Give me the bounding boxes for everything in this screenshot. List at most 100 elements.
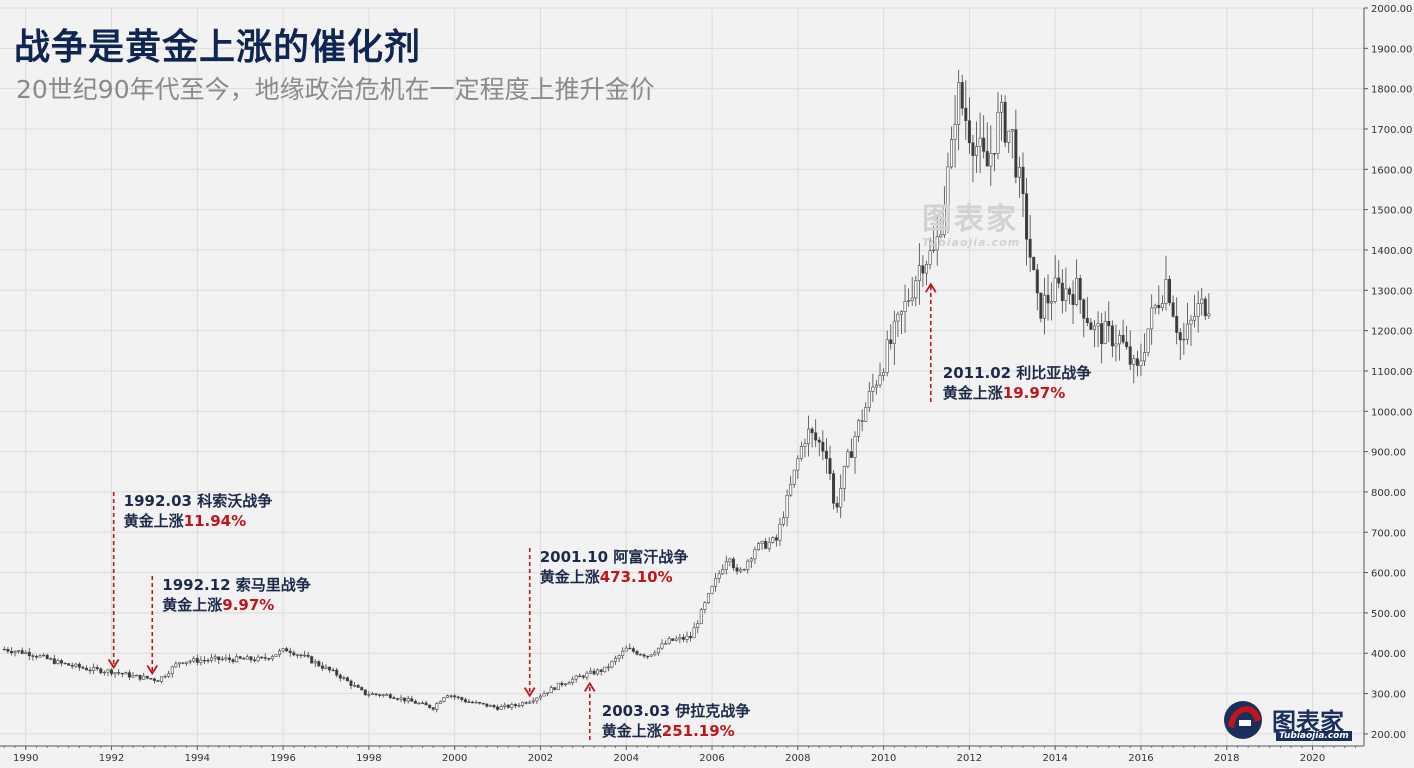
- candle-down: [821, 441, 825, 452]
- candle-up: [163, 675, 167, 678]
- candle-down: [1121, 334, 1125, 343]
- candle-up: [874, 384, 878, 388]
- candle-up: [1207, 313, 1211, 317]
- candle-down: [267, 658, 271, 660]
- candle-down: [202, 659, 206, 662]
- candle-down: [492, 705, 496, 708]
- candle-up: [213, 656, 217, 659]
- candle-down: [467, 701, 471, 703]
- candle-down: [524, 702, 528, 704]
- candle-down: [120, 672, 124, 675]
- x-tick-label: 1998: [356, 753, 381, 764]
- candle-up: [946, 166, 950, 206]
- x-tick-label: 2010: [871, 753, 896, 764]
- candle-up: [1164, 279, 1168, 304]
- candle-up: [1007, 130, 1011, 143]
- candle-up: [549, 687, 553, 694]
- candle-down: [1171, 302, 1175, 317]
- y-tick-label: 2000.00: [1371, 4, 1412, 15]
- candle-up: [1053, 277, 1057, 302]
- candle-up: [571, 678, 575, 684]
- candle-up: [614, 657, 618, 662]
- candle-up: [92, 667, 96, 671]
- candle-up: [49, 658, 53, 660]
- annotation-gain-label: 黄金上涨: [162, 596, 223, 614]
- candle-up: [749, 558, 753, 562]
- candle-up: [353, 685, 357, 687]
- candle-up: [928, 250, 932, 265]
- candle-down: [99, 668, 103, 674]
- plot-area: [0, 8, 1364, 746]
- candle-down: [63, 662, 67, 665]
- candle-up: [714, 578, 718, 587]
- candle-down: [1060, 282, 1064, 301]
- candle-down: [363, 689, 367, 696]
- y-tick-label: 300.00: [1371, 690, 1406, 701]
- candle-down: [34, 656, 38, 658]
- candle-up: [703, 602, 707, 610]
- candle-up: [853, 436, 857, 458]
- candle-up: [717, 573, 721, 579]
- candle-down: [31, 655, 35, 657]
- candle-down: [88, 669, 92, 672]
- candle-down: [681, 637, 685, 640]
- candle-up: [102, 671, 106, 674]
- candle-up: [538, 695, 542, 699]
- candle-down: [735, 567, 739, 572]
- candle-up: [220, 658, 224, 661]
- candle-up: [610, 660, 614, 668]
- candle-down: [814, 432, 818, 441]
- y-tick-label: 1900.00: [1371, 44, 1412, 55]
- candle-down: [731, 558, 735, 569]
- candle-down: [628, 647, 632, 650]
- candle-up: [1160, 303, 1164, 309]
- candle-down: [1168, 279, 1172, 304]
- candle-down: [288, 650, 292, 654]
- candle-down: [292, 652, 296, 656]
- annotation-gain-value: 11.94%: [183, 512, 247, 530]
- candle-up: [1153, 304, 1157, 309]
- candle-down: [378, 694, 382, 696]
- candle-down: [889, 339, 893, 344]
- x-tick-label: 2020: [1300, 753, 1325, 764]
- x-tick-label: 2006: [699, 753, 724, 764]
- y-tick-label: 200.00: [1371, 730, 1406, 741]
- candle-up: [38, 655, 42, 658]
- annotation-arrowhead: [146, 664, 159, 676]
- candle-up: [295, 654, 299, 656]
- candle-up: [406, 698, 410, 702]
- annotation-gain-value: 473.10%: [599, 568, 673, 586]
- candle-down: [110, 669, 114, 675]
- logo-icon: [1224, 701, 1262, 739]
- x-tick-label: 1992: [99, 753, 124, 764]
- candle-up: [546, 692, 550, 694]
- candle-up: [535, 697, 539, 702]
- candle-up: [399, 697, 403, 700]
- candle-down: [553, 687, 557, 690]
- candle-up: [585, 672, 589, 678]
- candle-up: [1196, 303, 1200, 317]
- candle-down: [1135, 358, 1139, 366]
- candle-up: [953, 124, 957, 140]
- axes: 200.00 300.00 400.00 500.00 600.00 700.00 800.…: [0, 4, 1412, 764]
- chart-subtitle: 20世纪90年代至今，地缘政治危机在一定程度上推升金价: [16, 75, 655, 104]
- candle-up: [724, 561, 728, 570]
- candle-up: [799, 446, 803, 459]
- candle-up: [281, 648, 285, 652]
- candle-down: [388, 694, 392, 698]
- candle-down: [1078, 278, 1082, 300]
- y-tick-label: 1500.00: [1371, 206, 1412, 217]
- annotation-title: 2001.10 阿富汗战争: [539, 548, 689, 566]
- candle-down: [424, 702, 428, 706]
- candle-down: [1082, 299, 1086, 319]
- candle-up: [885, 339, 889, 373]
- candle-up: [753, 549, 757, 560]
- candle-up: [778, 523, 782, 541]
- candle-up: [185, 661, 189, 664]
- candle-up: [660, 643, 664, 649]
- candle-down: [127, 672, 131, 678]
- candle-up: [192, 658, 196, 662]
- candle-up: [1182, 338, 1186, 341]
- candle-up: [664, 643, 668, 645]
